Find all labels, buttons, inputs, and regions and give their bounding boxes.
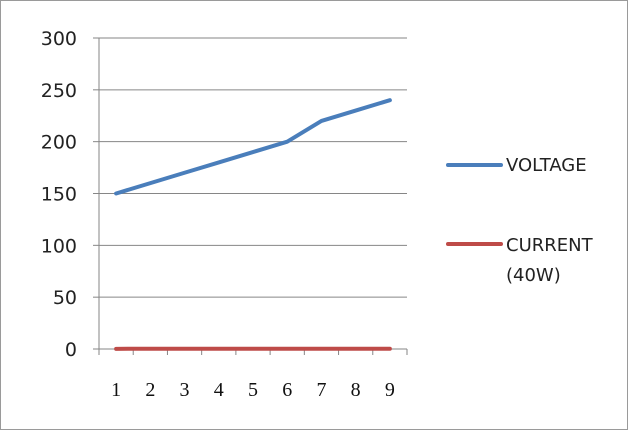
legend: VOLTAGE CURRENT(40W) bbox=[448, 155, 594, 286]
x-tick-label-2: 2 bbox=[145, 379, 155, 401]
series-line-0 bbox=[116, 100, 390, 193]
x-tick-label-8: 8 bbox=[351, 379, 361, 401]
y-tick-label-0: 0 bbox=[65, 339, 77, 361]
legend-label-1: CURRENT(40W) bbox=[506, 235, 594, 286]
x-tick-label-1: 1 bbox=[111, 379, 121, 401]
y-tick-label-200: 200 bbox=[41, 132, 77, 154]
axes bbox=[93, 38, 407, 355]
x-tick-label-4: 4 bbox=[214, 379, 224, 401]
y-tick-label-50: 50 bbox=[53, 287, 77, 309]
series-lines bbox=[116, 100, 390, 349]
y-tick-label-250: 250 bbox=[41, 80, 77, 102]
x-tick-label-3: 3 bbox=[180, 379, 190, 401]
x-tick-label-7: 7 bbox=[316, 379, 326, 401]
y-tick-labels: 0 50 100 150 200 250 300 bbox=[41, 28, 77, 361]
x-tick-label-5: 5 bbox=[248, 379, 258, 401]
gridlines bbox=[99, 38, 407, 297]
y-tick-label-150: 150 bbox=[41, 184, 77, 206]
y-tick-label-100: 100 bbox=[41, 235, 77, 257]
x-tick-label-9: 9 bbox=[385, 379, 395, 401]
x-tick-labels: 1 2 3 4 5 6 7 8 9 bbox=[111, 379, 395, 401]
y-tick-label-300: 300 bbox=[41, 28, 77, 50]
x-tick-label-6: 6 bbox=[282, 379, 292, 401]
legend-label-0: VOLTAGE bbox=[506, 155, 587, 176]
